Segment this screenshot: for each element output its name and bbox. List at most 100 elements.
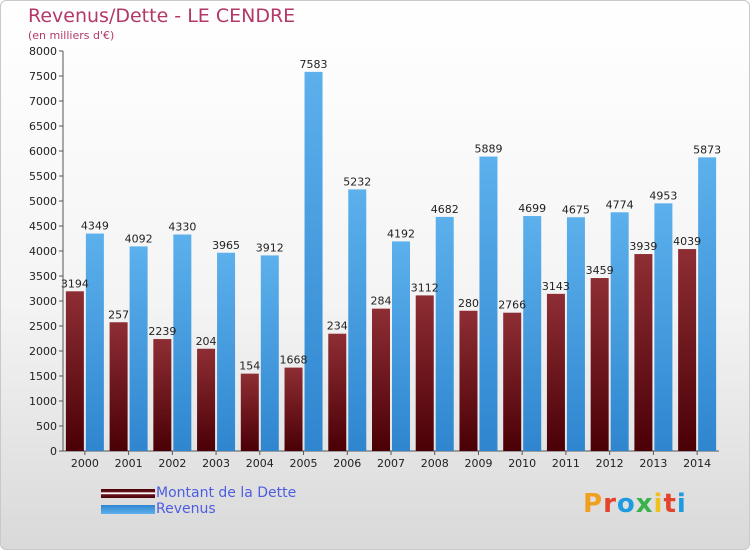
- x-tick-label: 2002: [158, 457, 186, 470]
- x-tick-label: 2001: [115, 457, 143, 470]
- bar-revenus: [173, 234, 192, 451]
- bar-revenus: [85, 233, 104, 451]
- data-label: 2766: [498, 299, 526, 312]
- bar-revenus: [129, 246, 148, 451]
- data-label: 5232: [343, 175, 371, 188]
- y-tick-label: 3000: [29, 295, 57, 308]
- x-tick-label: 2006: [333, 457, 361, 470]
- bar-dette: [634, 254, 653, 451]
- data-label: 4092: [125, 232, 153, 245]
- data-label: 3112: [411, 281, 439, 294]
- x-tick-label: 2009: [464, 457, 492, 470]
- bar-dette: [678, 249, 697, 451]
- data-label: 3143: [542, 280, 570, 293]
- x-tick-label: 2011: [552, 457, 580, 470]
- bar-dette: [590, 278, 609, 451]
- data-label: 257: [108, 308, 129, 321]
- y-tick-label: 8000: [29, 45, 57, 58]
- x-tick-label: 2012: [596, 457, 624, 470]
- x-tick-label: 2008: [421, 457, 449, 470]
- data-label: 3939: [629, 240, 657, 253]
- x-tick-label: 2013: [639, 457, 667, 470]
- y-tick-label: 2500: [29, 320, 57, 333]
- data-label: 3459: [586, 264, 614, 277]
- y-tick-label: 1000: [29, 395, 57, 408]
- axes: 0 500 1000 1500 2000 2500 3000 3500 4000 4500 5000…: [29, 45, 719, 470]
- x-tick-label: 2000: [71, 457, 99, 470]
- data-label: 5889: [474, 143, 502, 156]
- y-tick-label: 4500: [29, 220, 57, 233]
- data-label: 3965: [212, 239, 240, 252]
- bar-revenus: [217, 252, 236, 451]
- bar-dette: [372, 308, 390, 451]
- y-tick-label: 6000: [29, 145, 57, 158]
- legend-label-dette: Montant de la Dette: [156, 485, 297, 501]
- legend-swatch-dette: [101, 489, 155, 498]
- bar-dette: [65, 291, 84, 451]
- bar-dette: [197, 348, 216, 451]
- bar-revenus: [260, 255, 279, 451]
- y-tick-label: 1500: [29, 370, 57, 383]
- bar-revenus: [348, 189, 367, 451]
- data-label: 284: [371, 295, 392, 308]
- bar-dette: [415, 295, 434, 451]
- data-label: 4039: [673, 235, 701, 248]
- x-tick-label: 2010: [508, 457, 536, 470]
- x-tick-label: 2004: [246, 457, 274, 470]
- y-tick-label: 6500: [29, 120, 57, 133]
- y-tick-label: 3500: [29, 270, 57, 283]
- bar-revenus: [304, 71, 323, 451]
- y-tick-label: 2000: [29, 345, 57, 358]
- bar-dette: [328, 333, 347, 451]
- data-label: 4192: [387, 227, 415, 240]
- y-tick-label: 500: [36, 420, 57, 433]
- data-label: 154: [239, 360, 260, 373]
- data-label: 4349: [81, 220, 109, 233]
- bar-dette: [503, 312, 522, 451]
- data-label: 234: [327, 320, 348, 333]
- data-label: 4675: [562, 203, 590, 216]
- y-tick-label: 4000: [29, 245, 57, 258]
- data-label: 204: [196, 335, 217, 348]
- proxiti-logo: Proxiti: [583, 489, 687, 519]
- chart-subtitle: (en milliers d'€): [28, 29, 115, 42]
- y-tick-label: 7500: [29, 70, 57, 83]
- bar-revenus: [523, 216, 542, 451]
- data-label: 4330: [168, 221, 196, 234]
- y-tick-label: 7000: [29, 95, 57, 108]
- data-label: 5873: [693, 143, 721, 156]
- x-tick-label: 2014: [683, 457, 711, 470]
- bar-revenus: [435, 216, 454, 451]
- bar-revenus: [610, 212, 629, 451]
- bar-dette: [153, 339, 172, 451]
- bar-revenus: [654, 203, 673, 451]
- bar-dette: [109, 322, 128, 451]
- bar-revenus: [566, 217, 585, 451]
- bar-dette: [546, 293, 565, 451]
- bars: [65, 71, 717, 452]
- legend-label-revenus: Revenus: [156, 501, 216, 517]
- data-label: 2239: [148, 325, 176, 338]
- y-tick-label: 5500: [29, 170, 57, 183]
- bar-revenus: [698, 157, 717, 451]
- data-label: 4774: [606, 198, 634, 211]
- x-tick-label: 2005: [290, 457, 318, 470]
- y-tick-label: 0: [50, 445, 57, 458]
- x-tick-label: 2003: [202, 457, 230, 470]
- bar-dette: [459, 310, 478, 451]
- legend-swatch-revenus: [101, 505, 155, 514]
- chart-title: Revenus/Dette - LE CENDRE: [28, 5, 296, 27]
- data-label: 1668: [280, 354, 308, 367]
- data-label: 4953: [649, 189, 677, 202]
- data-labels: 3194 4349 257 4092 2239 4330 204 3965 154 3912 166…: [61, 58, 721, 373]
- data-label: 3912: [256, 241, 284, 254]
- data-label: 3194: [61, 277, 89, 290]
- data-label: 280: [458, 297, 479, 310]
- data-label: 4699: [518, 202, 546, 215]
- bar-dette: [284, 367, 303, 451]
- bar-dette: [240, 373, 259, 451]
- y-tick-label: 5000: [29, 195, 57, 208]
- data-label: 4682: [431, 203, 459, 216]
